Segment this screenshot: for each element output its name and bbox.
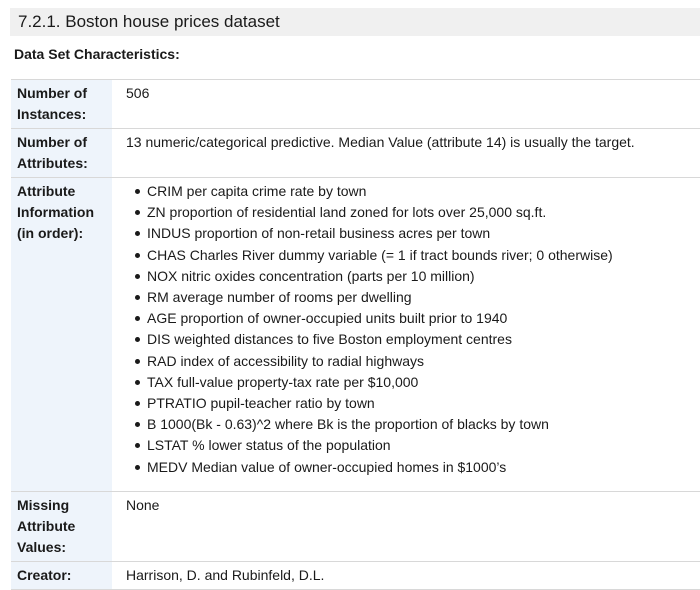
row-attribute-info: Attribute Information (in order): CRIM p…	[11, 177, 700, 492]
list-item: MEDV Median value of owner-occupied home…	[126, 457, 700, 478]
list-item: CHAS Charles River dummy variable (= 1 i…	[126, 245, 700, 266]
list-item: AGE proportion of owner-occupied units b…	[126, 308, 700, 329]
list-item: RM average number of rooms per dwelling	[126, 287, 700, 308]
list-item: DIS weighted distances to five Boston em…	[126, 329, 700, 350]
subheading: Data Set Characteristics:	[14, 46, 180, 62]
label-attribute-info: Attribute Information (in order):	[11, 177, 112, 492]
label-instances: Number of Instances:	[11, 79, 112, 129]
list-item: LSTAT % lower status of the population	[126, 435, 700, 456]
label-attributes: Number of Attributes:	[11, 128, 112, 178]
list-item: NOX nitric oxides concentration (parts p…	[126, 266, 700, 287]
value-instances: 506	[126, 85, 150, 101]
list-item: ZN proportion of residential land zoned …	[126, 202, 700, 223]
value-attribute-info: CRIM per capita crime rate by town ZN pr…	[112, 178, 700, 492]
value-creator: Harrison, D. and Rubinfeld, D.L.	[126, 566, 325, 583]
list-item: TAX full-value property-tax rate per $10…	[126, 372, 700, 393]
list-item: PTRATIO pupil-teacher ratio by town	[126, 393, 700, 414]
label-missing: Missing Attribute Values:	[11, 491, 112, 562]
attribute-list: CRIM per capita crime rate by town ZN pr…	[126, 181, 700, 488]
section-heading: 7.2.1. Boston house prices dataset	[10, 8, 700, 36]
list-item: INDUS proportion of non-retail business …	[126, 223, 700, 244]
row-creator: Creator: Harrison, D. and Rubinfeld, D.L…	[11, 561, 700, 590]
list-item: CRIM per capita crime rate by town	[126, 181, 700, 202]
row-instances: Number of Instances: 506	[11, 79, 700, 129]
list-item: RAD index of accessibility to radial hig…	[126, 351, 700, 372]
value-attributes: 13 numeric/categorical predictive. Media…	[126, 134, 635, 150]
list-item: B 1000(Bk - 0.63)^2 where Bk is the prop…	[126, 414, 700, 435]
row-attributes: Number of Attributes: 13 numeric/categor…	[11, 128, 700, 178]
characteristics-table: Number of Instances: 506 Number of Attri…	[11, 79, 700, 590]
label-creator: Creator:	[11, 561, 112, 590]
row-missing: Missing Attribute Values: None	[11, 491, 700, 562]
value-missing: None	[126, 496, 160, 513]
